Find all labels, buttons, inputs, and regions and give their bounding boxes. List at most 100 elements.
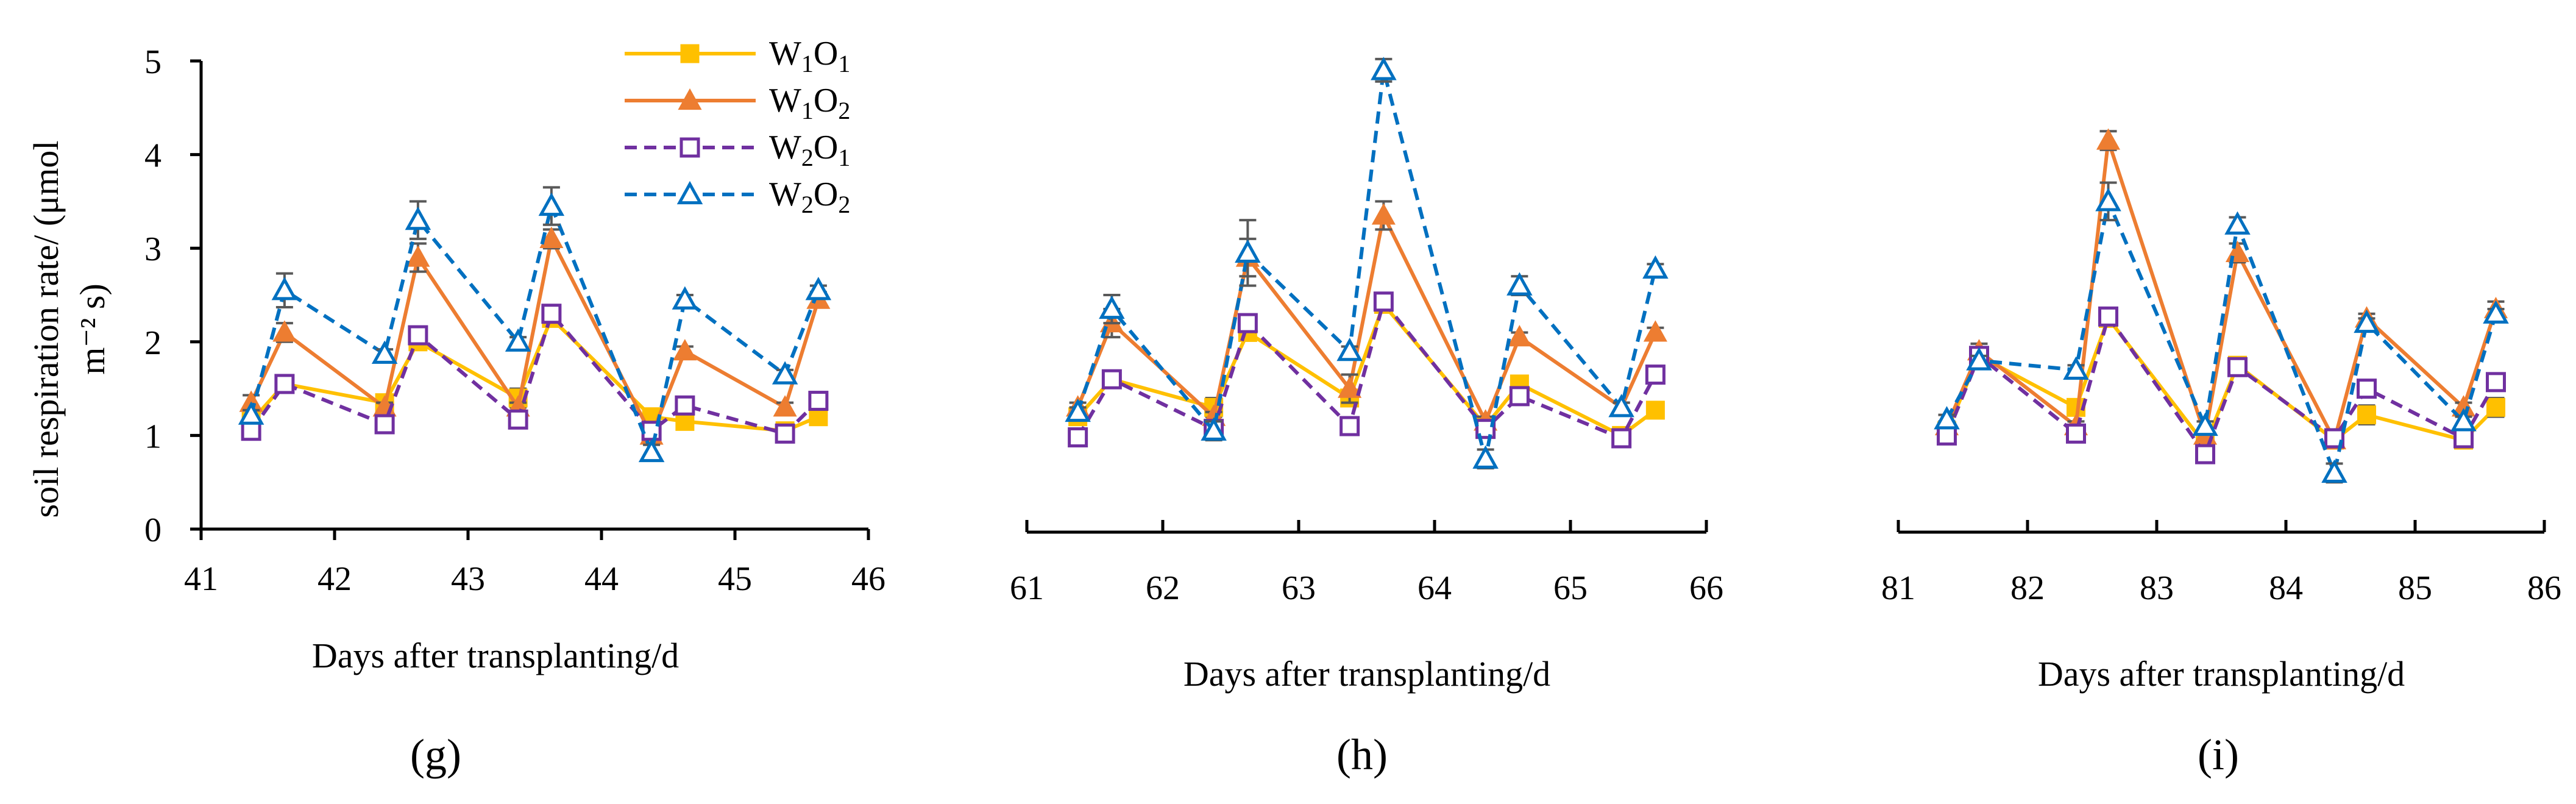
- panel-h: 61 62 63 64 65 66 Days after transplanting/d …: [1010, 57, 1723, 779]
- panel-g-point-W2O2: [672, 286, 698, 310]
- panel-h-point-W1O2: [1643, 320, 1667, 342]
- panel-i-point-W2O2: [2224, 211, 2251, 235]
- panel-i-point-W2O1: [2486, 372, 2506, 393]
- panel-i-point-W2O1: [2098, 306, 2118, 327]
- panel-g-point-W2O1: [775, 423, 795, 444]
- legend-marker-W2O1: [679, 137, 700, 158]
- panel-i-point-W1O1: [2357, 405, 2376, 425]
- panel-g-line-W1O2: [249, 233, 820, 440]
- panel-g-point-W2O2: [538, 192, 565, 216]
- y-axis-label-line1: soil respiration rate/ (μmol: [26, 141, 66, 518]
- panel-h-point-W2O1: [1237, 313, 1258, 333]
- panel-i-line-W2O2: [1945, 195, 2498, 480]
- panel-i-point-W1O1: [2486, 397, 2505, 417]
- panel-g-point-W2O2: [505, 328, 531, 352]
- panel-i-point-W2O2: [2063, 356, 2089, 380]
- panel-g-point-W2O1: [541, 304, 562, 324]
- panel-g-x-tick-label: 46: [851, 560, 885, 598]
- panel-g-point-W2O1: [374, 414, 395, 435]
- legend-marker-W1O2: [678, 88, 702, 110]
- panel-h-point-W2O2: [1642, 255, 1669, 279]
- panel-g-line-W2O2: [249, 200, 820, 459]
- panel-g-x-axis-label: Days after transplanting/d: [312, 636, 679, 675]
- legend: W1O1 W1O2 W2O1 W2O2: [625, 35, 850, 218]
- legend-item-W2O2: W2O2: [625, 176, 850, 218]
- panel-g-y-tick-label: 5: [144, 43, 161, 81]
- panel-i-axes: 81 82 83 84 85 86: [1881, 520, 2561, 607]
- panel-i-line-W1O1: [1945, 315, 2497, 449]
- panel-g-x-tick-label: 41: [184, 560, 218, 598]
- panel-g-point-W1O2: [673, 339, 697, 361]
- panel-i-point-W2O1: [1937, 425, 1957, 446]
- panel-i-x-axis-label: Days after transplanting/d: [2038, 654, 2405, 694]
- panel-h-line-W2O2: [1076, 69, 1658, 460]
- panel-g-x-tick-label: 44: [584, 560, 619, 598]
- panel-i-label: (i): [2198, 730, 2239, 779]
- panel-h-point-W2O2: [1099, 295, 1125, 319]
- panel-h-line-W1O2: [1076, 210, 1658, 426]
- panel-g-x-tick-label: 42: [318, 560, 352, 598]
- panel-h-point-W2O2: [1235, 239, 1261, 263]
- panel-i-point-W2O1: [2195, 444, 2215, 464]
- panel-i-point-W2O1: [2357, 379, 2377, 399]
- panel-g-point-W2O2: [371, 340, 398, 364]
- panel-h-point-W1O2: [1338, 376, 1362, 398]
- panel-h-point-W2O1: [1339, 416, 1360, 436]
- panel-g-series: [238, 186, 832, 463]
- panel-g-y-tick-label: 0: [144, 511, 161, 549]
- panel-h-point-W1O2: [1507, 325, 1531, 347]
- panel-g-point-W2O2: [638, 438, 665, 463]
- legend-marker-W2O2: [676, 180, 703, 205]
- legend-item-W1O2: W1O2: [625, 82, 850, 124]
- panel-i-point-W2O2: [1934, 406, 1960, 430]
- y-axis-label: soil respiration rate/ (μmol m⁻² s): [26, 141, 112, 518]
- panel-h-point-W2O2: [1472, 445, 1499, 469]
- panel-g-point-W1O2: [539, 226, 564, 248]
- panel-g-point-W1O2: [406, 245, 430, 267]
- panel-i-x-tick-label: 85: [2398, 569, 2432, 607]
- panel-g-y-tick-label: 2: [144, 324, 161, 362]
- panel-g-point-W2O1: [675, 395, 695, 416]
- panel-h-point-W2O1: [1611, 428, 1632, 449]
- panel-h-point-W2O2: [1065, 398, 1091, 422]
- panel-h-point-W1O1: [1645, 400, 1665, 420]
- panel-h-point-W2O2: [1506, 272, 1533, 296]
- panel-h-x-tick-label: 62: [1146, 569, 1180, 607]
- panel-g-line-W1O1: [249, 315, 820, 433]
- panel-h-point-W2O2: [1371, 57, 1397, 80]
- panel-g-point-W2O1: [408, 325, 428, 346]
- panel-i-point-W2O2: [2354, 309, 2380, 333]
- panel-g-point-W2O2: [772, 361, 798, 385]
- panel-g-point-W1O2: [272, 320, 297, 342]
- panel-i-line-W1O2: [1945, 140, 2498, 446]
- panel-h-point-W2O2: [1336, 338, 1363, 361]
- panel-h-point-W2O1: [1373, 291, 1394, 312]
- panel-i-line-W2O1: [1945, 312, 2498, 458]
- panel-i-point-W2O2: [2321, 459, 2347, 483]
- y-axis-label-line2: m⁻² s): [73, 283, 112, 375]
- panel-h-x-tick-label: 63: [1282, 569, 1316, 607]
- legend-label-W2O2: W2O2: [769, 176, 850, 218]
- panel-i-point-W2O2: [2483, 300, 2509, 324]
- panel-g-point-W2O1: [508, 409, 528, 430]
- panel-i-series-W1O1: [1937, 308, 2505, 455]
- panel-i-x-tick-label: 81: [1881, 569, 1915, 607]
- panel-i: 81 82 83 84 85 86 Days after transplanting/d …: [1881, 128, 2561, 779]
- panel-h-x-tick-label: 66: [1689, 569, 1723, 607]
- panel-i-point-W2O2: [2450, 408, 2477, 432]
- panel-g-series-W1O2: [239, 226, 831, 445]
- panel-h-line-W2O1: [1076, 297, 1658, 441]
- panel-h-point-W1O2: [1371, 203, 1396, 225]
- panel-h-point-W2O2: [1201, 417, 1227, 441]
- legend-label-W2O1: W2O1: [769, 129, 850, 171]
- legend-item-W2O1: W2O1: [625, 129, 850, 171]
- legend-label-W1O1: W1O1: [769, 35, 850, 77]
- panel-i-point-W2O2: [2095, 188, 2121, 212]
- panel-h-series-W2O2: [1065, 57, 1669, 470]
- panel-g-point-W2O1: [274, 374, 295, 394]
- panel-g-point-W2O2: [238, 401, 264, 425]
- panel-h-x-axis-label: Days after transplanting/d: [1183, 654, 1550, 694]
